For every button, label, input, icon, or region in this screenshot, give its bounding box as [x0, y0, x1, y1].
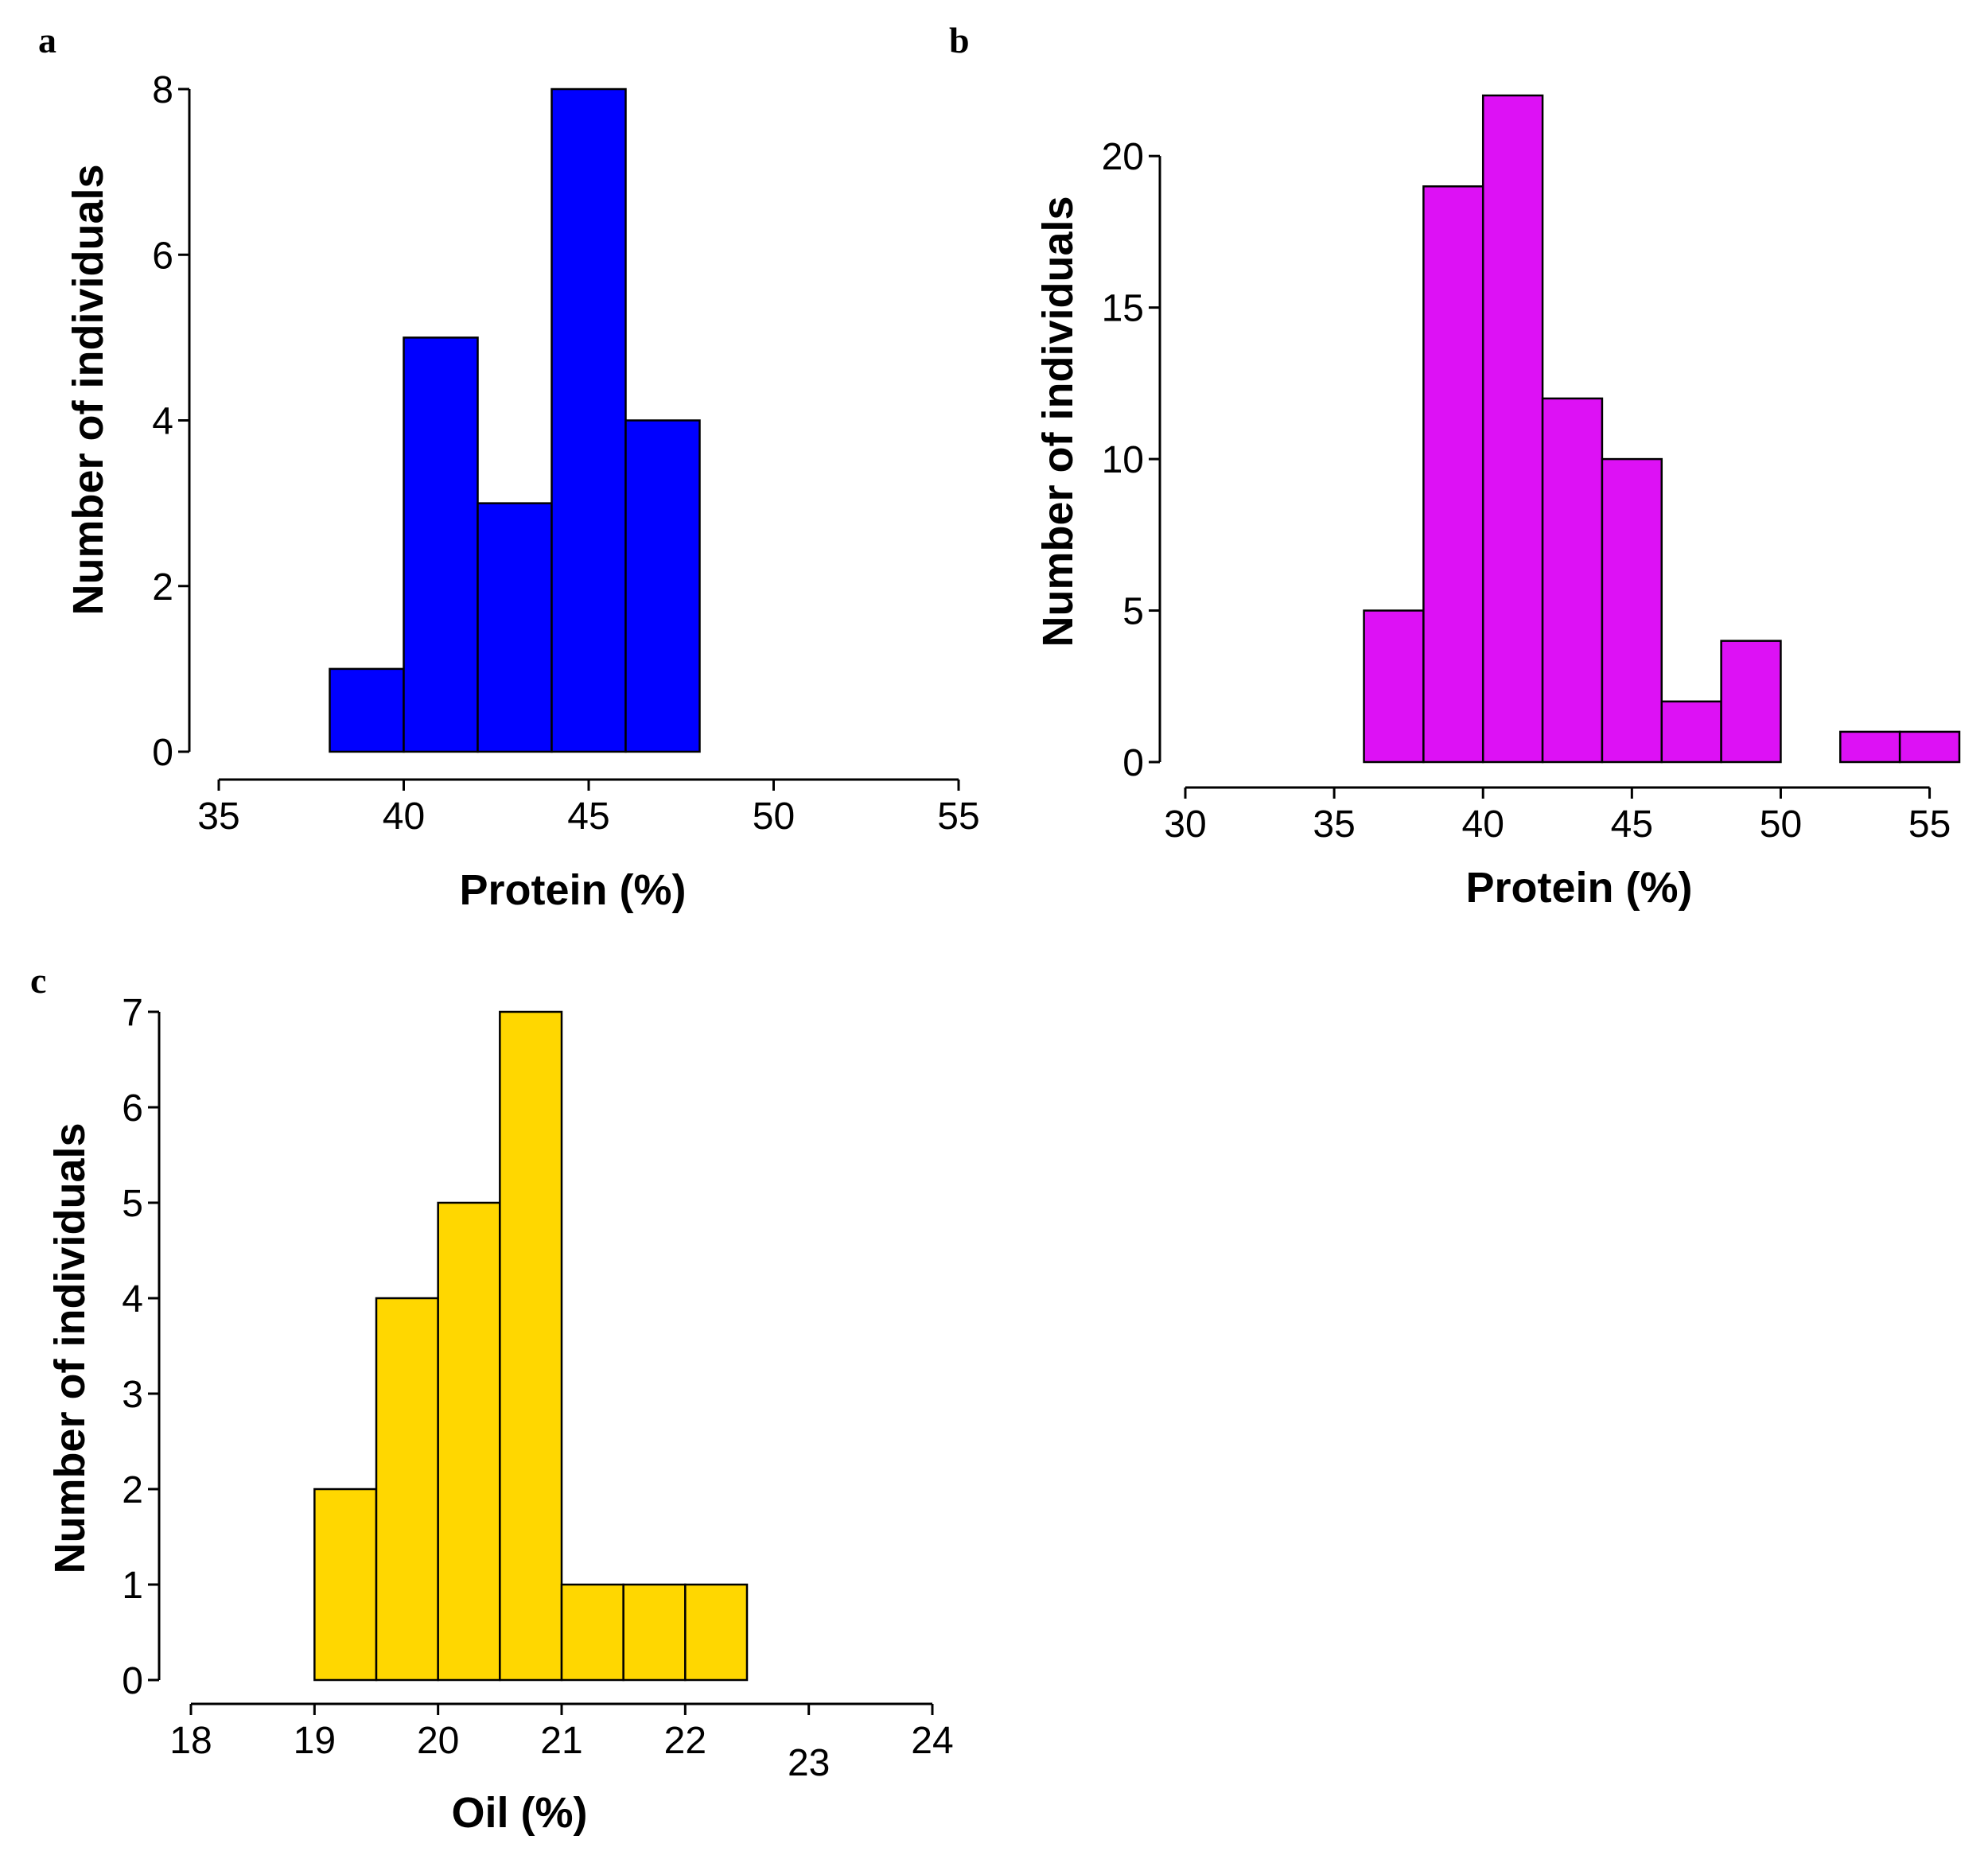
y-tick-label: 15	[1102, 288, 1144, 330]
x-tick-label: 18	[169, 1720, 212, 1762]
histogram-bar	[1601, 457, 1663, 764]
histogram-bar	[1541, 397, 1604, 764]
bars-b	[1363, 94, 1961, 764]
x-tick-label: 21	[540, 1720, 582, 1762]
histogram-bar	[684, 1583, 749, 1682]
histogram-bar	[1720, 640, 1782, 764]
x-tick-label: 50	[1760, 803, 1802, 846]
y-tick-label: 0	[122, 1660, 143, 1702]
x-tick-label: 19	[294, 1720, 336, 1762]
histogram-bar	[1660, 700, 1722, 764]
y-tick-label: 1	[122, 1565, 143, 1607]
y-tick-label: 0	[1122, 742, 1144, 784]
y-tick-label: 2	[152, 566, 173, 609]
y-ticks-a: 0 2 4 6 8	[152, 69, 189, 774]
y-tick-label: 7	[122, 992, 143, 1034]
histogram-bar	[622, 1583, 687, 1682]
histogram-bar	[1481, 94, 1544, 764]
x-tick-label: 20	[417, 1720, 459, 1762]
panel-letter-c: c	[30, 960, 46, 1001]
x-tick-label: 22	[664, 1720, 706, 1762]
x-tick-label: 45	[1611, 803, 1653, 846]
bars-a	[329, 88, 701, 753]
x-ticks-c: 18 19 20 21 22 23 24	[169, 1704, 954, 1784]
x-axis-title-b: Protein (%)	[1465, 864, 1692, 912]
y-tick-label: 20	[1102, 136, 1144, 178]
histogram-panel-b: b 0 5 10 15 20 30 35 40 45 50 55 Protein (%) Numb…	[949, 20, 1961, 912]
y-axis-title-b: Number of individuals	[1034, 196, 1082, 647]
histogram-bar	[499, 1010, 563, 1682]
x-ticks-b: 30 35 40 45 50 55	[1164, 788, 1951, 846]
x-tick-label: 35	[1313, 803, 1355, 846]
x-tick-label: 40	[383, 795, 425, 838]
y-axis-title-a: Number of individuals	[64, 164, 112, 615]
x-tick-label: 50	[753, 795, 795, 838]
histogram-bar	[403, 336, 479, 753]
x-tick-label: 40	[1462, 803, 1504, 846]
x-tick-label: 35	[197, 795, 239, 838]
y-axis-title-c: Number of individuals	[46, 1122, 94, 1573]
y-tick-label: 5	[122, 1183, 143, 1225]
y-tick-label: 6	[152, 235, 173, 277]
panel-letter-a: a	[38, 20, 56, 60]
histogram-bar	[1898, 730, 1961, 764]
x-tick-label: 23	[788, 1742, 830, 1784]
histogram-bar	[329, 667, 405, 753]
y-tick-label: 8	[152, 69, 173, 111]
bars-c	[313, 1010, 749, 1682]
x-tick-label: 24	[911, 1720, 953, 1762]
x-axis-title-c: Oil (%)	[452, 1789, 588, 1837]
y-tick-label: 10	[1102, 439, 1144, 481]
y-ticks-b: 0 5 10 15 20	[1102, 136, 1160, 784]
y-tick-label: 4	[152, 401, 173, 443]
x-tick-label: 55	[1908, 803, 1951, 846]
y-tick-label: 6	[122, 1087, 143, 1130]
x-tick-label: 45	[567, 795, 609, 838]
x-ticks-a: 35 40 45 50 55	[197, 780, 980, 838]
histogram-panel-a: a 0 2 4 6 8 35 40 45 50 55 Protein (%) Number of…	[38, 20, 980, 914]
y-ticks-c: 0 1 2 3 4 5 6 7	[122, 992, 159, 1702]
y-tick-label: 2	[122, 1469, 143, 1511]
y-tick-label: 3	[122, 1374, 143, 1416]
histogram-bar	[1839, 730, 1901, 764]
histogram-bar	[1363, 609, 1425, 764]
histogram-bar	[313, 1488, 378, 1682]
histogram-bar	[560, 1583, 624, 1682]
histogram-bar	[477, 502, 553, 753]
histogram-bar	[550, 88, 627, 753]
y-tick-label: 0	[152, 732, 173, 774]
histogram-bar	[375, 1297, 439, 1682]
panel-letter-b: b	[949, 20, 970, 60]
x-tick-label: 55	[937, 795, 979, 838]
x-axis-title-a: Protein (%)	[459, 866, 686, 914]
histogram-bar	[1422, 185, 1484, 764]
histogram-bar	[437, 1201, 501, 1682]
y-tick-label: 5	[1122, 591, 1144, 633]
histogram-bar	[624, 419, 701, 753]
x-tick-label: 30	[1164, 803, 1206, 846]
y-tick-label: 4	[122, 1278, 143, 1320]
